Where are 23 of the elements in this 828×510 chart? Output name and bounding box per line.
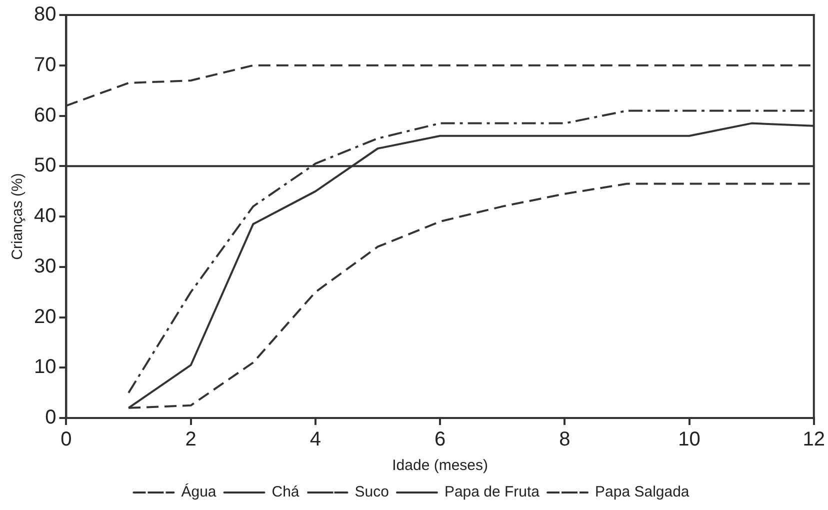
y-tick-label: 30 — [34, 255, 56, 278]
x-tick-label: 0 — [60, 428, 72, 451]
x-tick-label: 6 — [434, 428, 446, 451]
y-tick-label: 70 — [34, 54, 56, 76]
legend-label: Água — [181, 482, 217, 501]
x-axis-title: Idade (meses) — [392, 457, 488, 474]
x-tick-label: 4 — [310, 428, 322, 451]
legend-label: Papa de Fruta — [444, 484, 540, 501]
x-tick-label: 12 — [802, 428, 825, 451]
legend-label: Suco — [354, 484, 389, 501]
y-tick-label: 0 — [45, 406, 56, 429]
y-tick-label: 10 — [34, 356, 56, 378]
y-tick-label: 40 — [34, 205, 56, 228]
x-tick-label: 8 — [559, 428, 570, 451]
y-tick-label: 20 — [34, 306, 56, 328]
legend-label: Papa Salgada — [595, 484, 690, 501]
x-tick-label: 2 — [185, 428, 196, 451]
legend-label: Chá — [272, 484, 300, 501]
y-tick-label: 80 — [34, 4, 56, 26]
x-tick-label: 10 — [678, 428, 700, 451]
y-tick-label: 50 — [34, 154, 56, 177]
y-axis-title: Crianças (%) — [9, 173, 26, 260]
y-tick-label: 60 — [34, 104, 56, 126]
